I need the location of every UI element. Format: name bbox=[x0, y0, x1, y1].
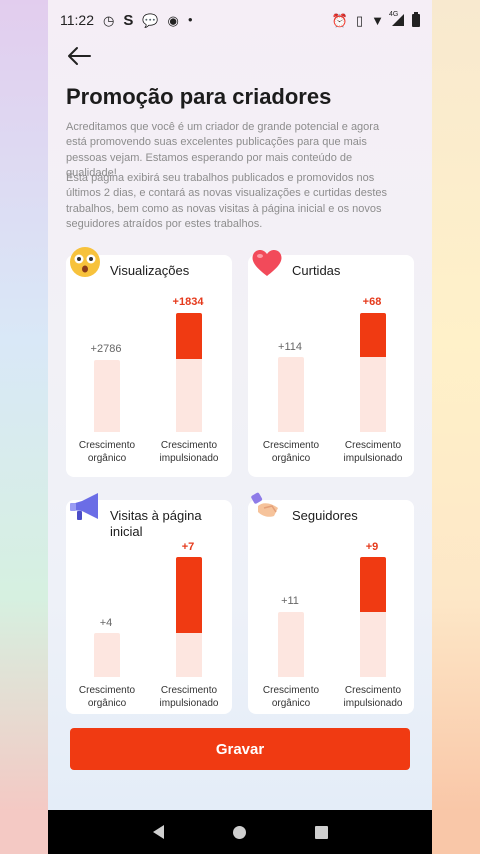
boost-value: +9 bbox=[365, 541, 379, 553]
organic-value: +4 bbox=[99, 617, 113, 629]
organic-label: Crescimento orgânico bbox=[262, 440, 320, 464]
wifi-icon: ▼ bbox=[371, 12, 384, 28]
battery-icon bbox=[412, 11, 420, 27]
stat-card-views: Visualizações +2786 +1834 Crescimento or… bbox=[66, 247, 232, 477]
boost-value: +1834 bbox=[172, 296, 204, 308]
page-title: Promoção para criadores bbox=[66, 84, 332, 109]
left-blur-edge bbox=[0, 0, 48, 854]
card-title: Seguidores bbox=[292, 508, 358, 523]
boost-label: Crescimento impulsionado bbox=[343, 685, 403, 709]
description-details: Esta página exibirá seu trabalhos public… bbox=[66, 172, 387, 231]
megaphone-icon bbox=[70, 493, 98, 520]
surprised-face-icon bbox=[70, 247, 100, 277]
dot-icon: ● bbox=[187, 15, 193, 24]
nav-home-icon[interactable] bbox=[232, 825, 246, 839]
s-app-icon: S bbox=[123, 11, 134, 29]
boost-bar bbox=[360, 557, 386, 612]
stat-card-followers: Seguidores +11 +9 Crescimento orgânico C… bbox=[248, 492, 414, 714]
system-nav-bar bbox=[48, 810, 432, 854]
organic-bar bbox=[278, 357, 304, 432]
signal-label: 4G bbox=[389, 11, 399, 18]
boost-bar bbox=[176, 313, 202, 359]
boost-value: +7 bbox=[181, 541, 195, 553]
organic-bar bbox=[94, 633, 120, 677]
save-button[interactable]: Gravar bbox=[70, 728, 410, 770]
description-intro: Acreditamos que você é um criador de gra… bbox=[66, 121, 380, 180]
status-time: 11:22 bbox=[60, 12, 94, 28]
card-title: Visualizações bbox=[110, 263, 190, 278]
nav-back-icon[interactable] bbox=[152, 825, 164, 839]
back-button[interactable] bbox=[64, 42, 94, 70]
chrome-icon: ◉ bbox=[167, 12, 179, 28]
vibrate-icon: ▯ bbox=[355, 12, 364, 28]
alarm-icon: ⏰ bbox=[331, 12, 348, 28]
organic-bar bbox=[278, 612, 304, 677]
boost-label: Crescimento impulsionado bbox=[159, 685, 219, 709]
signal-icon: 4G bbox=[389, 11, 404, 26]
organic-label: Crescimento orgânico bbox=[78, 685, 136, 709]
boost-value: +68 bbox=[362, 296, 382, 308]
back-arrow-icon bbox=[68, 47, 91, 65]
boost-bar bbox=[360, 313, 386, 357]
card-title: Visitas à página inicial bbox=[110, 508, 202, 539]
stat-card-likes: Curtidas +114 +68 Crescimento orgânico C… bbox=[248, 249, 414, 477]
chat-icon: 💬 bbox=[142, 12, 159, 28]
handshake-icon bbox=[251, 492, 278, 517]
organic-label: Crescimento orgânico bbox=[262, 685, 320, 709]
nav-recents-icon[interactable] bbox=[314, 825, 328, 839]
stat-card-profile-visits: Visitas à página inicial +4 +7 Crescimen… bbox=[66, 493, 232, 714]
boost-label: Crescimento impulsionado bbox=[159, 440, 219, 464]
organic-label: Crescimento orgânico bbox=[78, 440, 136, 464]
boost-label: Crescimento impulsionado bbox=[343, 440, 403, 464]
app-screen: 11:22 ◷ S 💬 ◉ ● ⏰ ▯ ▼ 4G Promoção para c… bbox=[48, 0, 432, 854]
right-blur-edge bbox=[432, 0, 480, 854]
card-title: Curtidas bbox=[292, 263, 341, 278]
boost-bar bbox=[176, 557, 202, 633]
organic-value: +114 bbox=[278, 341, 302, 353]
status-bar: 11:22 ◷ S 💬 ◉ ● ⏰ ▯ ▼ 4G bbox=[48, 0, 432, 40]
organic-bar bbox=[94, 360, 120, 432]
organic-value: +11 bbox=[281, 595, 299, 607]
clock-icon: ◷ bbox=[103, 12, 115, 28]
organic-value: +2786 bbox=[90, 343, 122, 355]
heart-icon bbox=[252, 249, 282, 276]
